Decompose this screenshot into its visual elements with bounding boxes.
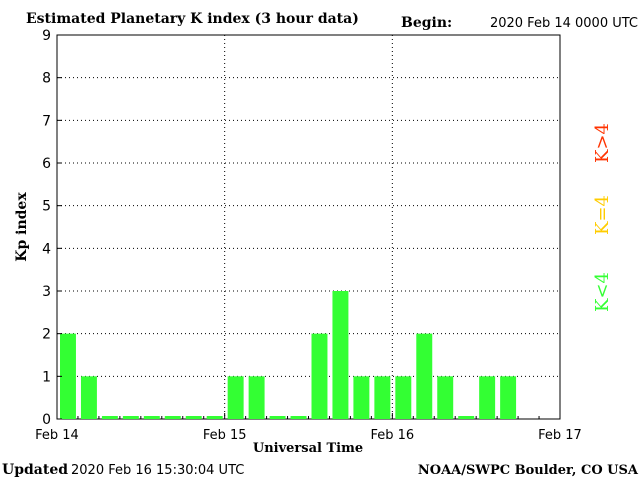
updated-label: Updated (2, 462, 68, 478)
y-tick-label: 6 (42, 156, 51, 172)
kp-bar (500, 376, 517, 419)
kp-bar (374, 376, 391, 419)
plot-area: 0 1 2 3 4 5 6 7 8 9 Feb 14 Feb 15 Feb 16 Feb 17 (35, 28, 582, 443)
kp-bar (269, 416, 286, 419)
kp-bar (479, 376, 496, 419)
begin-label: Begin: (401, 15, 452, 31)
kp-bar (332, 291, 349, 419)
kp-bar (206, 416, 223, 419)
x-tick-label: Feb 17 (538, 428, 582, 443)
y-ticks: 0 1 2 3 4 5 6 7 8 9 (42, 28, 62, 428)
chart-title: Estimated Planetary K index (3 hour data… (26, 11, 359, 27)
begin-value: 2020 Feb 14 0000 UTC (490, 16, 638, 31)
y-tick-label: 8 (42, 71, 51, 87)
kp-bar (458, 416, 475, 419)
x-ticks: Feb 14 Feb 15 Feb 16 Feb 17 (35, 413, 582, 443)
y-tick-label: 9 (42, 28, 51, 44)
kp-bar (416, 333, 433, 419)
legend-item: K=4 (592, 195, 613, 235)
kp-bar (248, 376, 265, 419)
x-axis-label: Universal Time (253, 441, 363, 456)
kp-bar (122, 416, 139, 419)
kp-bar (395, 376, 412, 419)
legend-item: K<4 (592, 272, 613, 312)
y-tick-label: 2 (42, 327, 51, 343)
x-tick-label: Feb 14 (35, 428, 79, 443)
y-tick-label: 3 (42, 284, 51, 300)
y-tick-label: 7 (42, 113, 51, 129)
kp-bar (143, 416, 160, 419)
kp-bar (437, 376, 454, 419)
y-axis-label: Kp index (14, 192, 30, 262)
y-tick-label: 0 (42, 412, 51, 428)
y-tick-label: 5 (42, 199, 51, 215)
plot-frame (56, 34, 561, 420)
kp-bar (80, 376, 97, 419)
y-tick-label: 1 (42, 369, 51, 385)
x-tick-label: Feb 15 (203, 428, 247, 443)
kp-bar (353, 376, 370, 419)
updated-value: 2020 Feb 16 15:30:04 UTC (71, 463, 244, 478)
y-tick-label: 4 (42, 241, 51, 257)
kp-bar (290, 416, 307, 419)
bars (60, 291, 517, 419)
kp-bar (311, 333, 328, 419)
kp-bar (101, 416, 118, 419)
grid (57, 35, 560, 419)
legend-item: K>4 (592, 123, 613, 163)
x-tick-label: Feb 16 (370, 428, 414, 443)
kp-bar (227, 376, 244, 419)
source-credit: NOAA/SWPC Boulder, CO USA (418, 463, 639, 478)
kp-bar (185, 416, 202, 419)
kp-bar (164, 416, 181, 419)
kp-bar (60, 333, 76, 419)
legend: K<4 K=4 K>4 (592, 123, 613, 312)
